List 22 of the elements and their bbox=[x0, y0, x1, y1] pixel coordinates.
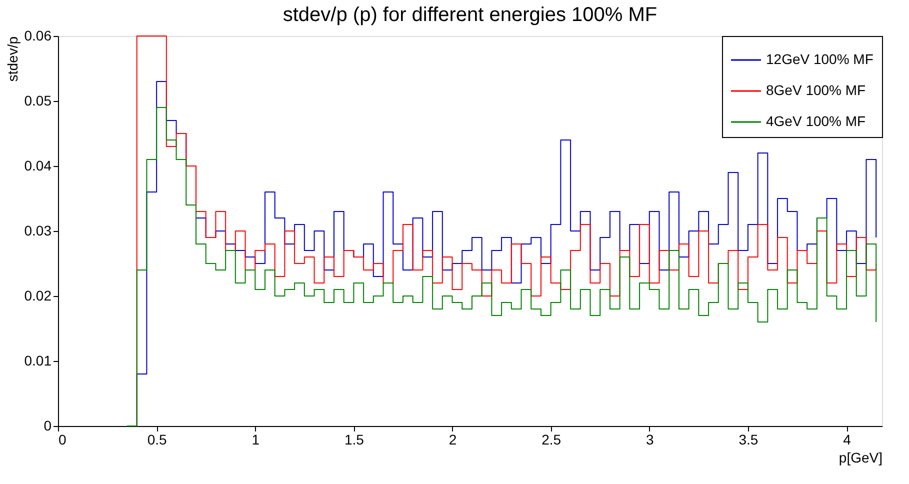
y-tick-label: 0.02 bbox=[24, 288, 52, 304]
x-tick-label: 2 bbox=[448, 432, 457, 448]
x-tick-label: 0.5 bbox=[147, 432, 168, 448]
y-tick-label: 0.03 bbox=[24, 222, 52, 238]
x-tick-label: 1 bbox=[252, 432, 260, 448]
x-axis-title: p[GeV] bbox=[838, 450, 882, 466]
x-tick-label: 3.5 bbox=[738, 432, 758, 448]
y-tick-label: 0 bbox=[44, 418, 52, 434]
y-tick-label: 0.05 bbox=[24, 92, 52, 108]
legend-label: 8GeV 100% MF bbox=[766, 82, 866, 98]
x-tick-label: 1.5 bbox=[344, 432, 364, 448]
x-tick-label: 4 bbox=[843, 432, 852, 448]
legend-label: 4GeV 100% MF bbox=[766, 113, 866, 129]
y-axis-title: stdev/p bbox=[4, 36, 20, 82]
chart-title: stdev/p (p) for different energies 100% MF bbox=[282, 4, 658, 26]
x-tick-label: 2.5 bbox=[542, 432, 562, 448]
x-tick-label: 3 bbox=[646, 432, 654, 448]
legend-label: 12GeV 100% MF bbox=[766, 51, 874, 67]
y-tick-label: 0.04 bbox=[24, 158, 52, 174]
y-tick-label: 0.06 bbox=[24, 28, 52, 44]
y-tick-label: 0.01 bbox=[24, 352, 52, 368]
x-tick-label: 0 bbox=[58, 432, 66, 448]
